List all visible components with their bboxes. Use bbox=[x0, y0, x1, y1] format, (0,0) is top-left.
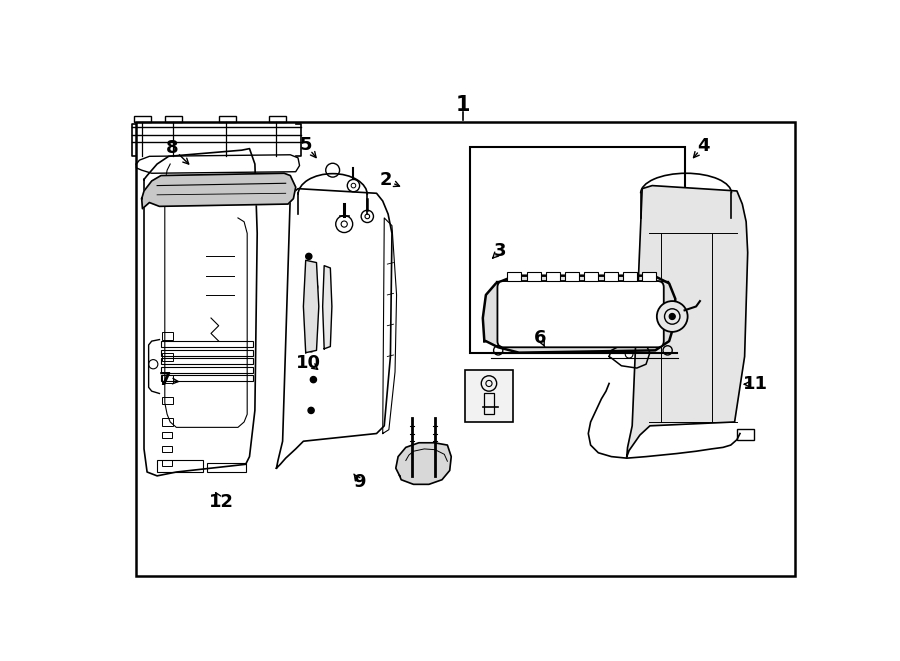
Text: 10: 10 bbox=[296, 354, 321, 371]
Bar bbox=[163, 459, 172, 466]
Circle shape bbox=[634, 316, 639, 320]
Bar bbox=[219, 116, 236, 122]
Bar bbox=[163, 446, 172, 452]
Bar bbox=[643, 272, 656, 281]
Text: 4: 4 bbox=[698, 137, 710, 155]
Text: 11: 11 bbox=[742, 375, 768, 393]
Bar bbox=[158, 461, 203, 472]
Bar bbox=[471, 147, 685, 354]
Bar bbox=[269, 116, 285, 122]
Circle shape bbox=[308, 407, 314, 414]
Circle shape bbox=[657, 301, 688, 332]
Bar bbox=[565, 272, 579, 281]
Polygon shape bbox=[482, 276, 675, 353]
Text: 3: 3 bbox=[493, 242, 506, 260]
Bar bbox=[163, 418, 174, 426]
Polygon shape bbox=[626, 186, 748, 457]
Bar bbox=[584, 272, 598, 281]
Polygon shape bbox=[322, 266, 332, 349]
Circle shape bbox=[310, 315, 317, 321]
Bar bbox=[163, 397, 174, 405]
Text: 8: 8 bbox=[166, 139, 179, 157]
Bar bbox=[508, 272, 521, 281]
Bar bbox=[161, 367, 254, 373]
Bar bbox=[163, 375, 174, 383]
Bar bbox=[484, 393, 493, 414]
Circle shape bbox=[308, 346, 314, 352]
Bar bbox=[161, 341, 254, 347]
Bar bbox=[465, 369, 513, 422]
Bar bbox=[136, 122, 795, 576]
Text: 2: 2 bbox=[380, 171, 392, 189]
Circle shape bbox=[669, 313, 675, 319]
Bar bbox=[207, 463, 246, 472]
Bar bbox=[526, 272, 541, 281]
Text: 12: 12 bbox=[209, 493, 233, 511]
Bar bbox=[163, 432, 172, 438]
Bar bbox=[546, 272, 560, 281]
Bar bbox=[163, 354, 174, 361]
Text: 5: 5 bbox=[300, 136, 312, 154]
Text: 7: 7 bbox=[158, 371, 171, 389]
Text: 6: 6 bbox=[535, 329, 547, 347]
Circle shape bbox=[306, 253, 312, 260]
FancyBboxPatch shape bbox=[498, 281, 664, 347]
Circle shape bbox=[312, 284, 318, 290]
Text: 9: 9 bbox=[354, 473, 366, 491]
Bar bbox=[161, 350, 254, 356]
Bar bbox=[163, 332, 174, 340]
Circle shape bbox=[310, 377, 317, 383]
Polygon shape bbox=[303, 260, 319, 353]
Text: 1: 1 bbox=[455, 95, 470, 115]
Polygon shape bbox=[396, 443, 451, 485]
Bar bbox=[161, 358, 254, 364]
Bar bbox=[161, 375, 254, 381]
Bar bbox=[623, 272, 637, 281]
Bar bbox=[604, 272, 617, 281]
Bar bbox=[134, 116, 151, 122]
Polygon shape bbox=[141, 173, 296, 209]
Bar bbox=[165, 116, 182, 122]
Bar bbox=[737, 429, 754, 440]
